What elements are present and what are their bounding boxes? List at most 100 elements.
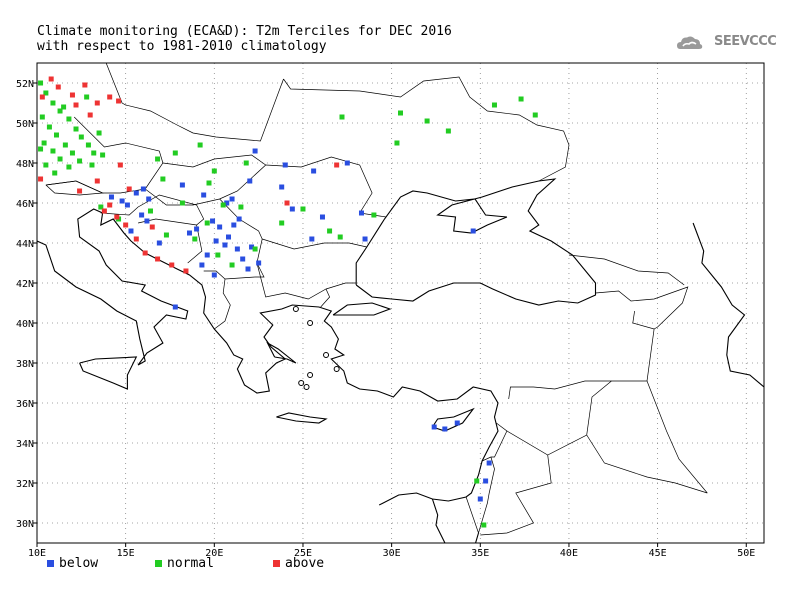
station-normal <box>243 160 249 166</box>
border-line <box>481 422 508 462</box>
station-above <box>334 162 340 168</box>
station-above <box>284 200 290 206</box>
station-below <box>119 198 125 204</box>
station-normal <box>371 212 377 218</box>
station-normal <box>100 152 106 158</box>
station-below <box>224 200 230 206</box>
station-normal <box>147 208 153 214</box>
border-line <box>203 270 231 330</box>
station-below <box>245 266 251 272</box>
coastline <box>692 222 764 388</box>
station-normal <box>38 146 44 152</box>
y-tick-label: 38N <box>16 359 34 370</box>
legend-normal-swatch <box>155 560 162 567</box>
station-normal <box>238 204 244 210</box>
station-normal <box>41 140 47 146</box>
station-above <box>48 76 54 82</box>
station-below <box>213 238 219 244</box>
station-normal <box>172 150 178 156</box>
station-normal <box>61 104 67 110</box>
coastline <box>431 407 475 432</box>
station-normal <box>337 234 343 240</box>
y-tick-label: 44N <box>16 239 34 250</box>
station-below <box>282 162 288 168</box>
legend-above-label: above <box>285 556 325 571</box>
x-tick-label: 30E <box>383 548 401 559</box>
station-normal <box>163 232 169 238</box>
latitude-labels: 30N 32N 34N 36N 38N 40N 42N 44N 46N 48N 50N 52N <box>16 79 34 530</box>
legend-above: above <box>273 556 324 571</box>
station-below <box>133 190 139 196</box>
station-normal <box>66 164 72 170</box>
map-title-line-1: Climate monitoring (ECA&D): T2m Terciles… <box>37 24 452 39</box>
station-normal <box>50 148 56 154</box>
station-normal <box>91 150 97 156</box>
station-below <box>454 420 460 426</box>
station-below <box>172 304 178 310</box>
y-tick-label: 52N <box>16 79 34 90</box>
station-below <box>128 228 134 234</box>
station-normal <box>43 162 49 168</box>
border-line <box>480 454 552 536</box>
station-above <box>39 94 45 100</box>
station-markers <box>38 76 538 528</box>
legend-normal: normal <box>155 556 214 571</box>
station-normal <box>398 110 403 116</box>
station-below <box>229 196 235 202</box>
station-above <box>169 262 175 268</box>
station-below <box>108 194 114 200</box>
station-above <box>101 208 107 214</box>
station-normal <box>394 140 400 146</box>
x-tick-label: 15E <box>117 548 135 559</box>
station-normal <box>57 156 63 162</box>
station-below <box>204 252 210 258</box>
station-below <box>344 160 350 166</box>
y-tick-label: 36N <box>16 399 34 410</box>
station-below <box>240 256 246 262</box>
station-above <box>149 224 155 230</box>
x-tick-label: 10E <box>28 548 46 559</box>
x-tick-label: 20E <box>205 548 223 559</box>
station-below <box>252 148 258 154</box>
station-normal <box>179 200 185 206</box>
station-normal <box>57 108 63 114</box>
border-line <box>45 180 104 196</box>
station-below <box>222 242 228 248</box>
station-above <box>123 222 129 228</box>
station-below <box>210 218 216 224</box>
coastline <box>355 178 597 306</box>
station-normal <box>66 116 72 122</box>
coastline <box>276 412 328 424</box>
station-above <box>107 94 113 100</box>
border-line <box>646 380 708 494</box>
border-line <box>586 434 708 494</box>
station-normal <box>445 128 451 134</box>
coastline <box>431 498 480 543</box>
station-normal <box>85 142 91 148</box>
station-above <box>107 202 113 208</box>
station-below <box>236 216 242 222</box>
station-normal <box>39 114 45 120</box>
station-above <box>183 268 189 274</box>
station-normal <box>46 124 52 130</box>
station-below <box>486 460 492 466</box>
station-above <box>69 92 75 98</box>
station-normal <box>89 162 95 168</box>
station-below <box>477 496 483 502</box>
y-tick-label: 32N <box>16 479 34 490</box>
station-normal <box>518 96 524 102</box>
station-normal <box>98 204 104 210</box>
y-tick-label: 50N <box>16 119 34 130</box>
legend-below: below <box>47 556 98 571</box>
border-line <box>595 286 689 330</box>
x-tick-label: 25E <box>294 548 312 559</box>
border-line <box>478 456 495 534</box>
station-below <box>140 186 146 192</box>
station-normal <box>77 158 83 164</box>
station-below <box>311 168 317 174</box>
station-normal <box>69 150 75 156</box>
station-normal <box>197 142 203 148</box>
border-line <box>506 380 612 456</box>
station-normal <box>532 112 538 118</box>
